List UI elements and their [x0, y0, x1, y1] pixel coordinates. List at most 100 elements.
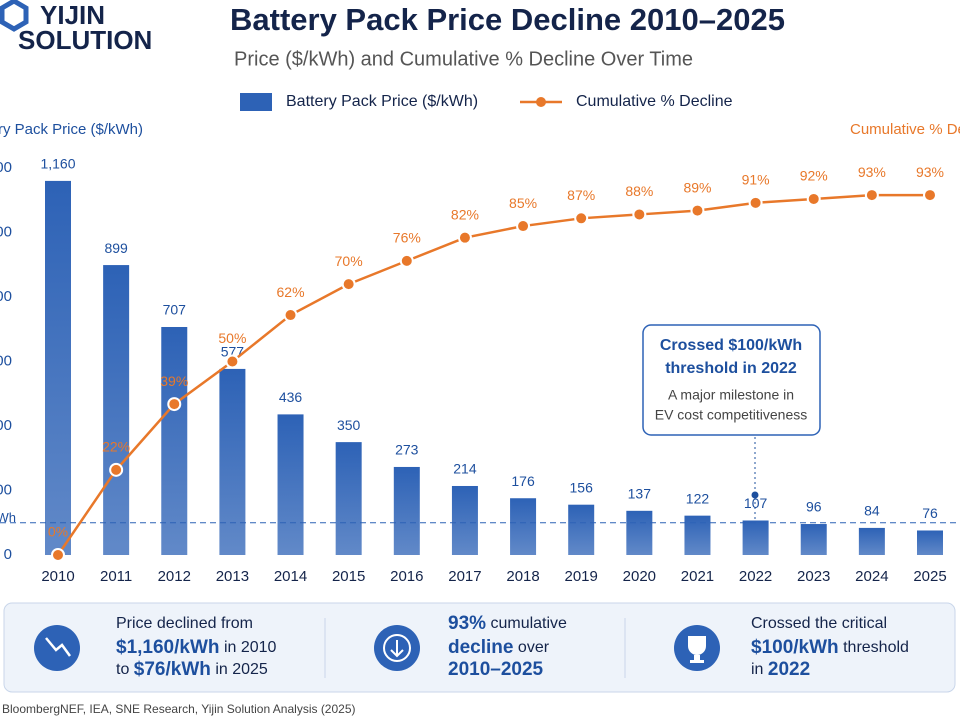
- summary-part: $100/kWh: [751, 637, 839, 658]
- summary-part: in 2025: [211, 661, 268, 678]
- legend-swatch: [536, 97, 546, 107]
- x-tick-label: 2023: [797, 568, 830, 585]
- line-point: [109, 462, 124, 477]
- summary-part: 2010–2025: [448, 659, 544, 680]
- x-tick-label: 2015: [332, 568, 365, 585]
- bar-value-label: 273: [395, 442, 419, 458]
- y-tick-label: 1,200: [0, 159, 12, 176]
- line-point: [748, 195, 763, 210]
- line: [56, 193, 930, 556]
- legend-label: Cumulative % Decline: [576, 93, 733, 110]
- logo-text: SOLUTION: [18, 25, 152, 55]
- bar: [800, 524, 827, 555]
- summary-text: decline over: [448, 637, 550, 658]
- summary-text: $100/kWh threshold: [751, 637, 909, 658]
- y-tick-label: 600: [0, 352, 12, 369]
- y-tick-label: 200: [0, 481, 12, 498]
- summary-part: 2022: [768, 659, 810, 680]
- summary-part: threshold: [839, 639, 909, 656]
- x-tick-label: 2022: [739, 568, 772, 585]
- x-tick-label: 2021: [681, 568, 714, 585]
- bar-value-label: 122: [686, 490, 710, 506]
- annotation-box: [642, 324, 821, 436]
- summary-text: 2010–2025: [448, 659, 544, 680]
- line-value-label: 89%: [683, 179, 711, 195]
- bar: [684, 515, 711, 555]
- bar-value-label: 156: [570, 479, 594, 495]
- line-point: [690, 203, 705, 218]
- bar: [219, 368, 246, 555]
- bar-value-label: 137: [628, 486, 652, 502]
- bar-value-label: 899: [104, 240, 128, 256]
- x-tick-label: 2017: [448, 568, 481, 585]
- summary-panel: [3, 602, 956, 693]
- threshold-label: $100/kWh: [0, 510, 16, 525]
- line-value-label: 50%: [218, 330, 246, 346]
- bar-value-label: 707: [163, 302, 187, 318]
- line-point: [341, 277, 356, 292]
- line-point: [864, 188, 879, 203]
- summary-part: Crossed the critical: [751, 615, 887, 632]
- x-tick-label: 2010: [41, 568, 74, 585]
- bar-value-label: 84: [864, 503, 880, 519]
- y2-axis-title: Cumulative % Decline: [850, 121, 960, 138]
- x-tick-label: 2016: [390, 568, 423, 585]
- bar-value-label: 107: [744, 495, 768, 511]
- bar-value-label: 1,160: [40, 156, 75, 172]
- icon-chart-line: [45, 637, 72, 657]
- x-tick-label: 2020: [623, 568, 656, 585]
- summary-text: in 2022: [751, 659, 810, 680]
- annotation: Crossed $100/kWh threshold in 2022 A maj…: [642, 324, 821, 520]
- line-value-label: 0%: [48, 524, 68, 540]
- annotation-text: EV cost competitiveness: [655, 407, 808, 423]
- bar: [103, 265, 130, 555]
- source: BloombergNEF, IEA, SNE Research, Yijin S…: [2, 702, 356, 716]
- icon-arrow-ring: [383, 634, 411, 662]
- summary-part: 93%: [448, 613, 486, 634]
- summary-part: Price declined from: [116, 615, 253, 632]
- bar: [742, 520, 769, 555]
- line-value-label: 70%: [335, 253, 363, 269]
- y-tick-label: 0: [4, 546, 12, 563]
- summary-part: cumulative: [486, 615, 567, 632]
- x-tick-label: 2013: [216, 568, 249, 585]
- icon-arrow-shape: [390, 640, 404, 658]
- line-value-label: 62%: [277, 284, 305, 300]
- summary-text: Crossed the critical: [751, 615, 887, 632]
- y-tick-label: 800: [0, 288, 12, 305]
- x-tick-label: 2018: [506, 568, 539, 585]
- chart-subtitle: Price ($/kWh) and Cumulative % Decline O…: [234, 48, 693, 70]
- line-value-label: 22%: [102, 439, 130, 455]
- bar-value-label: 96: [806, 499, 822, 515]
- x-tick-label: 2012: [158, 568, 191, 585]
- icon-trophy-shape: [688, 636, 706, 663]
- line-point: [283, 308, 298, 323]
- line-value-label: 76%: [393, 230, 421, 246]
- bar-value-label: 76: [922, 505, 938, 521]
- line-point: [923, 188, 937, 203]
- logo-icon: [0, 0, 29, 32]
- bar: [393, 466, 420, 555]
- summary-part: in: [751, 661, 768, 678]
- annotation-title: threshold in 2022: [665, 360, 797, 377]
- summary-part: decline: [448, 637, 513, 658]
- y-tick-label: 1,000: [0, 223, 12, 240]
- line-point: [516, 219, 531, 234]
- bar-value-label: 176: [511, 473, 535, 489]
- line-value-label: 93%: [916, 164, 944, 180]
- summary-part: $76/kWh: [134, 659, 211, 680]
- bar: [568, 504, 595, 555]
- line-value-label: 87%: [567, 187, 595, 203]
- line-value-label: 92%: [800, 168, 828, 184]
- summary-text: Price declined from: [116, 615, 253, 632]
- legend-swatch: [240, 93, 272, 111]
- bar: [277, 414, 304, 555]
- summary-text: 93% cumulative: [448, 613, 567, 634]
- bar-value-label: 214: [453, 461, 477, 477]
- summary-part: in 2010: [220, 639, 277, 656]
- line-value-label: 88%: [625, 183, 653, 199]
- summary-text: $1,160/kWh in 2010: [116, 637, 277, 658]
- annotation-dot: [751, 491, 759, 499]
